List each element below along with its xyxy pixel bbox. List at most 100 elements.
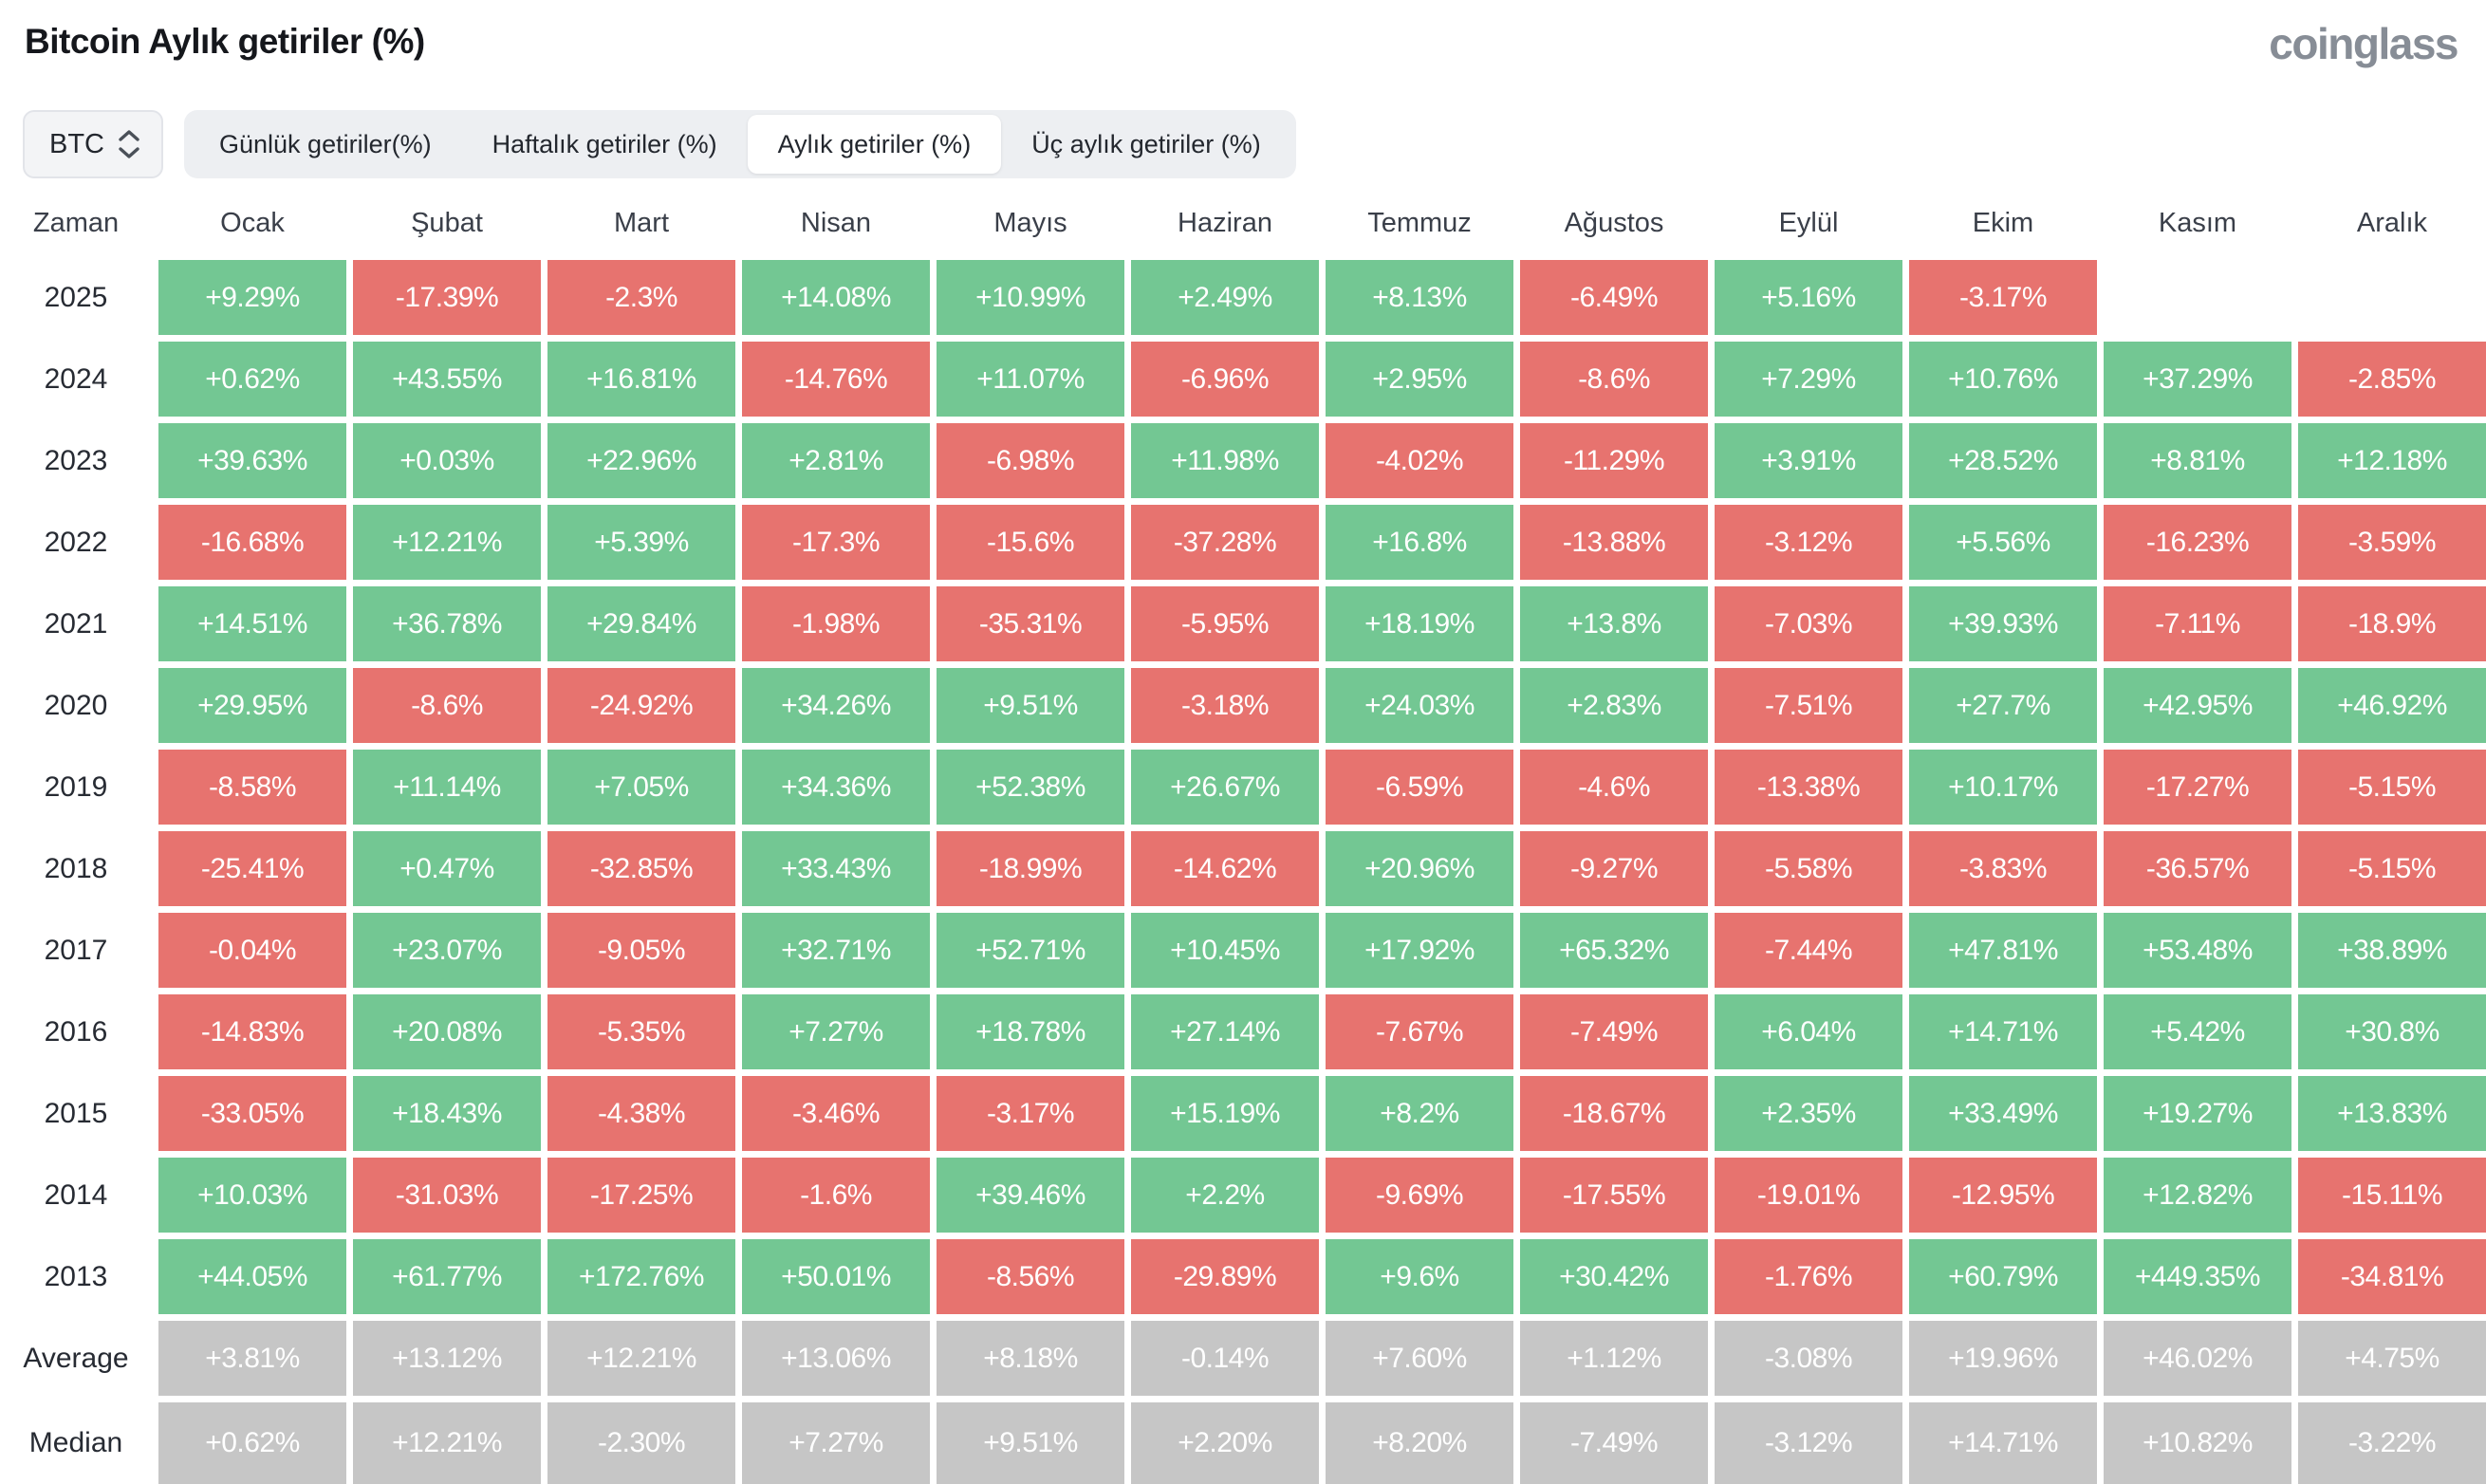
- return-cell: -6.98%: [937, 423, 1124, 498]
- return-cell: -7.49%: [1520, 994, 1708, 1069]
- return-cell: +44.05%: [158, 1239, 346, 1314]
- return-cell: -2.3%: [547, 260, 735, 335]
- return-cell: -17.3%: [742, 505, 930, 580]
- row-label: 2018: [44, 852, 108, 884]
- return-cell: +2.95%: [1326, 342, 1513, 417]
- return-cell: -2.30%: [547, 1402, 735, 1484]
- return-cell: +13.12%: [353, 1321, 541, 1396]
- return-cell: +8.13%: [1326, 260, 1513, 335]
- return-cell: -1.6%: [742, 1158, 930, 1233]
- return-cell: +8.18%: [937, 1321, 1124, 1396]
- return-cell: +39.46%: [937, 1158, 1124, 1233]
- return-cell: +20.96%: [1326, 831, 1513, 906]
- return-cell: -34.81%: [2298, 1239, 2486, 1314]
- return-cell: +47.81%: [1909, 913, 2097, 988]
- return-cell: +33.49%: [1909, 1076, 2097, 1151]
- row-label: 2022: [44, 526, 108, 558]
- return-cell: +61.77%: [353, 1239, 541, 1314]
- return-cell: +53.48%: [2104, 913, 2291, 988]
- return-cell: -8.58%: [158, 750, 346, 825]
- return-cell: -6.49%: [1520, 260, 1708, 335]
- table-row: 2019 -8.58% +11.14% +7.05% +34.36% +52.38% +26…: [0, 750, 2486, 825]
- return-cell: -1.98%: [742, 586, 930, 661]
- row-label: 2016: [44, 1015, 108, 1048]
- month-column-header: Mayıs: [993, 207, 1067, 238]
- row-label: 2014: [44, 1178, 108, 1211]
- return-cell: -17.55%: [1520, 1158, 1708, 1233]
- return-cell: -7.49%: [1520, 1402, 1708, 1484]
- return-cell: +7.60%: [1326, 1321, 1513, 1396]
- return-cell: +7.27%: [742, 1402, 930, 1484]
- return-cell: +9.29%: [158, 260, 346, 335]
- return-cell: -9.27%: [1520, 831, 1708, 906]
- return-cell: +1.12%: [1520, 1321, 1708, 1396]
- return-cell: -32.85%: [547, 831, 735, 906]
- return-cell: -8.6%: [353, 668, 541, 743]
- month-column-header: Ocak: [220, 207, 285, 238]
- return-cell: +8.20%: [1326, 1402, 1513, 1484]
- return-cell: -16.68%: [158, 505, 346, 580]
- return-cell: +0.62%: [158, 1402, 346, 1484]
- coinglass-logo: coinglass: [2269, 19, 2458, 68]
- return-cell: +12.18%: [2298, 423, 2486, 498]
- return-cell: +18.43%: [353, 1076, 541, 1151]
- return-cell: +14.71%: [1909, 1402, 2097, 1484]
- return-cell: -11.29%: [1520, 423, 1708, 498]
- return-cell: +38.89%: [2298, 913, 2486, 988]
- return-cell: -15.11%: [2298, 1158, 2486, 1233]
- return-cell: +172.76%: [547, 1239, 735, 1314]
- tab-monthly-returns[interactable]: Aylık getiriler (%): [747, 115, 1002, 174]
- chevron-updown-icon: [118, 129, 140, 159]
- return-cell: -3.17%: [937, 1076, 1124, 1151]
- return-cell: +18.78%: [937, 994, 1124, 1069]
- return-cell: -17.39%: [353, 260, 541, 335]
- table-row: 2014 +10.03% -31.03% -17.25% -1.6% +39.46% +2.…: [0, 1158, 2486, 1233]
- table-row: 2017 -0.04% +23.07% -9.05% +32.71% +52.71% +10…: [0, 913, 2486, 988]
- month-column-header: Temmuz: [1367, 207, 1472, 238]
- return-cell: -3.22%: [2298, 1402, 2486, 1484]
- row-label: 2017: [44, 934, 108, 966]
- return-cell: +27.7%: [1909, 668, 2097, 743]
- coin-selector[interactable]: BTC: [23, 110, 163, 178]
- return-cell: +30.42%: [1520, 1239, 1708, 1314]
- return-cell: -6.96%: [1131, 342, 1319, 417]
- return-cell: +8.81%: [2104, 423, 2291, 498]
- return-cell: -3.83%: [1909, 831, 2097, 906]
- return-cell: -7.44%: [1715, 913, 1902, 988]
- row-label: Median: [28, 1427, 123, 1458]
- return-cell: +34.26%: [742, 668, 930, 743]
- tab-daily-returns[interactable]: Günlük getiriler(%): [189, 115, 462, 174]
- return-cell: -12.95%: [1909, 1158, 2097, 1233]
- month-column-header: Haziran: [1178, 207, 1272, 238]
- return-cell: +65.32%: [1520, 913, 1708, 988]
- tab-quarterly-returns[interactable]: Üç aylık getiriler (%): [1001, 115, 1291, 174]
- return-cell: +5.42%: [2104, 994, 2291, 1069]
- return-cell: +27.14%: [1131, 994, 1319, 1069]
- row-label: 2013: [44, 1260, 108, 1292]
- return-cell: -14.76%: [742, 342, 930, 417]
- tab-weekly-returns[interactable]: Haftalık getiriler (%): [462, 115, 748, 174]
- return-cell: +3.81%: [158, 1321, 346, 1396]
- return-cell: -7.67%: [1326, 994, 1513, 1069]
- return-cell: -3.46%: [742, 1076, 930, 1151]
- return-cell: +12.21%: [547, 1321, 735, 1396]
- return-cell: +26.67%: [1131, 750, 1319, 825]
- return-cell: -18.99%: [937, 831, 1124, 906]
- return-cell: +14.71%: [1909, 994, 2097, 1069]
- return-cell: +11.98%: [1131, 423, 1319, 498]
- return-cell: +37.29%: [2104, 342, 2291, 417]
- return-cell: -8.6%: [1520, 342, 1708, 417]
- return-cell: -3.17%: [1909, 260, 2097, 335]
- return-cell: -7.51%: [1715, 668, 1902, 743]
- return-cell: -2.85%: [2298, 342, 2486, 417]
- return-cell: -37.28%: [1131, 505, 1319, 580]
- return-cell: +43.55%: [353, 342, 541, 417]
- coin-selector-value: BTC: [49, 128, 104, 159]
- return-cell: +5.16%: [1715, 260, 1902, 335]
- return-cell: -5.58%: [1715, 831, 1902, 906]
- month-column-header: Eylül: [1778, 207, 1839, 238]
- return-cell: +28.52%: [1909, 423, 2097, 498]
- return-cell: -14.83%: [158, 994, 346, 1069]
- table-row: 2023 +39.63% +0.03% +22.96% +2.81% -6.98% +11.…: [0, 423, 2486, 498]
- return-cell: +10.82%: [2104, 1402, 2291, 1484]
